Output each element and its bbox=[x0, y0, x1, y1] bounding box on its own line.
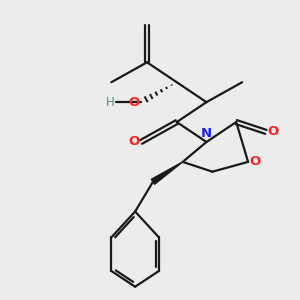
Text: O: O bbox=[250, 155, 261, 168]
Text: H: H bbox=[106, 96, 114, 109]
Text: O: O bbox=[267, 125, 279, 138]
Text: O: O bbox=[128, 136, 140, 148]
Polygon shape bbox=[151, 162, 183, 184]
Text: N: N bbox=[201, 128, 212, 140]
Text: O: O bbox=[128, 96, 140, 109]
